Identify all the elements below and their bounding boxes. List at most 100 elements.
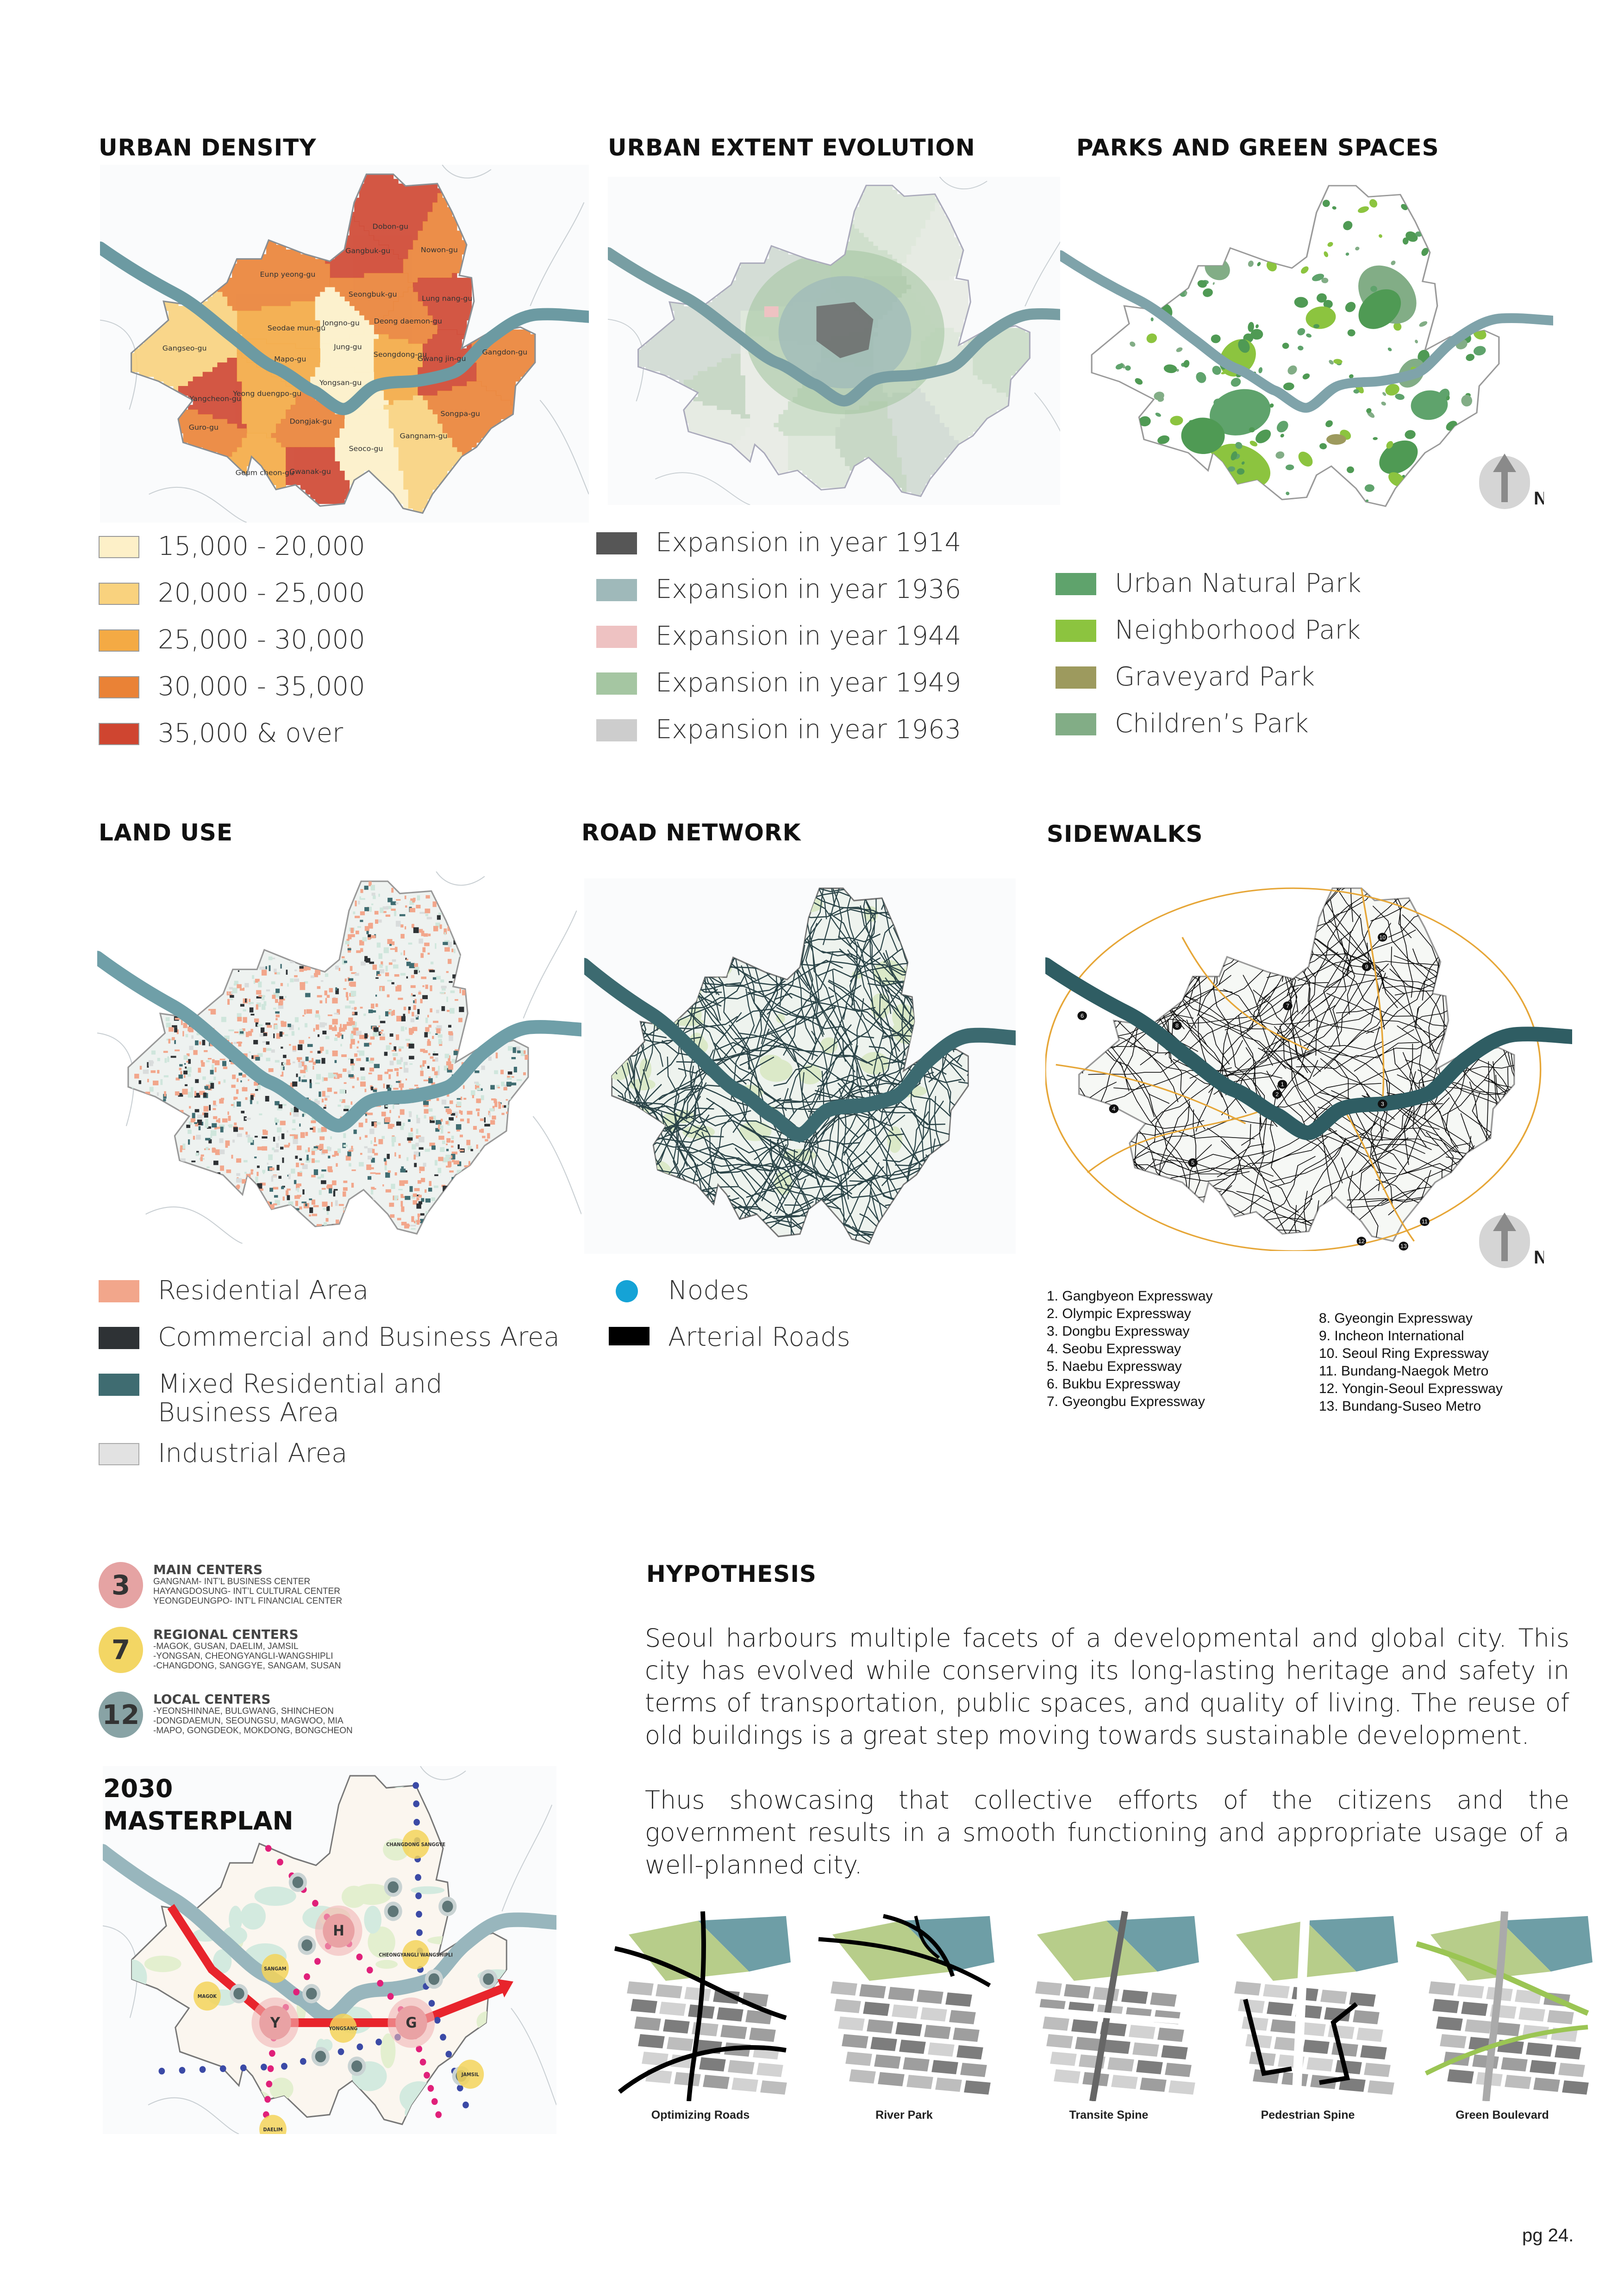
legend-label: Residential Area [158,1276,369,1306]
legend-label: Expansion in year 1914 [656,528,962,558]
park [1236,1921,1356,1981]
expansion-areas [638,185,1030,497]
local-center [384,1901,402,1921]
expressway-list-item: 1. Gangbyeon Expressway [1047,1288,1213,1304]
district-7 [315,287,374,344]
building-blocks [829,1980,992,2096]
legend-item: Nodes [609,1276,850,1323]
urban-extent-title: URBAN EXTENT EVOLUTION [608,134,975,161]
center-group: 3 MAIN CENTERS GANGNAM- INT’L BUSINESS CE… [99,1562,342,1608]
legend-swatch [596,532,637,554]
urban-extent-legend: Expansion in year 1914 Expansion in year … [596,529,961,762]
expressway-marker-2: 2 [1272,1089,1282,1099]
pedestrian-spine [1319,2002,1358,2085]
strategy-label: Transite Spine [1069,2109,1149,2122]
legend-label: 15,000 - 20,000 [158,531,365,561]
expressway-marker-8: 8 [1172,1021,1182,1030]
regional-center: DAELIM [259,2115,287,2134]
district-4 [330,273,413,330]
legend-item: 15,000 - 20,000 [99,532,365,579]
city-boundary [1091,185,1500,507]
legend-label: Expansion in year 1963 [656,715,962,745]
center-line: -YONGSAN, CHEONGYANGLI-WANGSHIPLI [153,1651,333,1661]
legend-item: Expansion in year 1936 [596,575,961,622]
center-line: -MAGOK, GUSAN, DAELIM, JAMSIL [153,1642,299,1651]
legend-swatch [609,1327,650,1345]
road [818,1937,991,1987]
district-17 [237,353,301,438]
district-label: Gangnam-gu [400,432,448,440]
north-arrow-icon: N [1479,454,1544,509]
legend-swatch [99,1280,139,1302]
district-16 [178,358,247,429]
han-river [608,247,1082,407]
center-count-badge: 12 [99,1692,143,1738]
expressway [1361,888,1385,1104]
strategy-label: Pedestrian Spine [1261,2109,1355,2122]
center-line: HAYANGDOSUNG- INT’L CULTURAL CENTER [153,1587,340,1596]
green-boulevard [1416,1941,1589,2016]
urban-density-map: Dobon-gu Gangbuk-gu Nowon-gu Eunp yeong-gu S… [100,165,589,523]
center-title: REGIONAL CENTERS [153,1627,299,1642]
expressway-list-2: 8. Gyeongin Expressway 9. Incheon Interna… [1319,1310,1503,1415]
expressway [1181,937,1309,1051]
expressway-marker-13: 13 [1399,1241,1409,1251]
district-21 [383,395,462,513]
local-center [384,1877,402,1897]
legend-swatch [596,719,637,741]
node-icon [616,1280,638,1302]
district-label: Jung-gu [333,343,362,351]
land-use-legend: Residential Area Commercial and Business … [99,1276,585,1486]
legend-item: 35,000 & over [99,719,365,766]
legend-item: Expansion in year 1944 [596,622,961,669]
district-label: Gwang jin-gu [418,355,466,363]
expressway-list-item: 9. Incheon International [1319,1328,1464,1344]
legend-swatch [1056,666,1096,689]
district-label: Gangbuk-gu [345,247,390,255]
legend-swatch [99,583,139,605]
expressway-list-item: 6. Bukbu Expressway [1047,1376,1181,1392]
road [1482,1911,1508,2101]
regional-center: YONGSANG [328,2014,357,2043]
district-label: Jongno-gu [322,319,359,327]
district-5 [412,273,472,335]
strategy-diagram-2 [818,1914,994,2096]
regional-center: CHEONGYANGLI WANGSHIPLI [379,1940,453,1969]
main-center-G: G [387,1997,435,2048]
main-center-Y: Y [251,1997,299,2048]
city-boundary [127,880,529,1235]
expressway-list-item: 13. Bundang-Suseo Metro [1319,1399,1481,1414]
legend-item: Expansion in year 1914 [596,529,961,575]
legend-item: Commercial and Business Area [99,1323,585,1370]
legend-label: 20,000 - 25,000 [158,578,365,608]
district-8 [374,287,438,344]
expressway [1087,1108,1267,1173]
expressway-marker-9: 9 [1362,962,1372,971]
local-center [438,1897,457,1916]
district-label: Deong daemon-gu [374,317,442,325]
expressway-marker-3: 3 [1378,1099,1387,1108]
legend-item: 30,000 - 35,000 [99,672,365,719]
district-label: Dongjak-gu [290,417,332,426]
center-group: 12 LOCAL CENTERS -YEONSHINNAE, BULGWANG, … [99,1692,353,1738]
legend-swatch [99,629,139,652]
center-title: MAIN CENTERS [153,1562,263,1577]
expressway-list-item: 8. Gyeongin Expressway [1319,1311,1473,1326]
legend-swatch [99,676,139,698]
expansion-1944 [764,306,779,317]
strategy-diagram-4 [1233,1911,1398,2101]
legend-label: Industrial Area [158,1438,348,1468]
local-center [288,1873,307,1892]
legend-label: Graveyard Park [1115,662,1315,692]
north-label: N [1534,488,1544,509]
district-label: Mapo-gu [274,355,306,363]
legend-label: 30,000 - 35,000 [158,672,365,702]
legend-item: Industrial Area [99,1439,585,1486]
regional-center: SANGAM [262,1954,289,1983]
han-river [1060,250,1553,413]
legend-label: Neighborhood Park [1115,615,1361,645]
legend-swatch [596,672,637,695]
legend-label: Children’s Park [1115,709,1309,739]
land-use-title: LAND USE [99,819,233,846]
masterplan-title: 2030 MASTERPLAN [103,1773,294,1837]
